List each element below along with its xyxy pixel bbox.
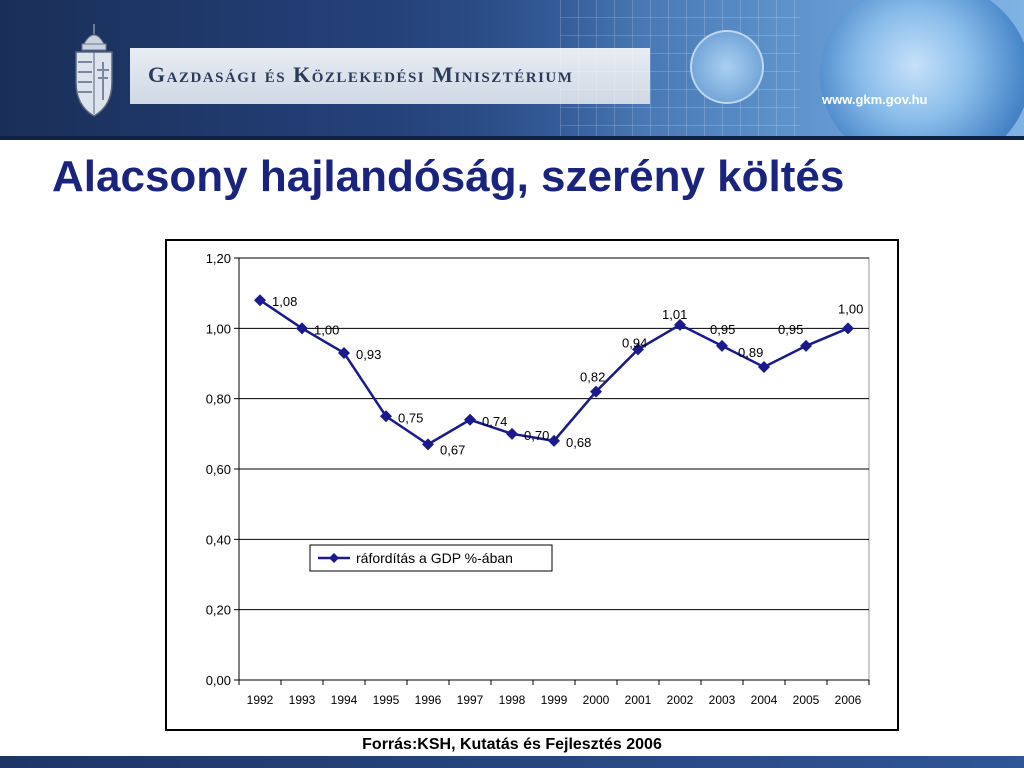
x-tick-label: 1996 bbox=[415, 693, 442, 707]
data-label: 0,82 bbox=[580, 370, 605, 385]
y-tick-label: 0,60 bbox=[206, 462, 231, 477]
data-point bbox=[674, 318, 686, 331]
data-point bbox=[716, 339, 728, 352]
data-label: 0,95 bbox=[778, 322, 803, 337]
data-label: 0,93 bbox=[356, 347, 381, 362]
x-tick-label: 2001 bbox=[625, 693, 652, 707]
slide-title: Alacsony hajlandóság, szerény költés bbox=[52, 152, 845, 201]
x-tick-label: 1993 bbox=[289, 693, 316, 707]
banner-bottom-line bbox=[0, 136, 1024, 140]
data-point bbox=[296, 322, 308, 335]
header-banner bbox=[0, 0, 1024, 140]
data-label: 1,08 bbox=[272, 294, 297, 309]
data-label: 0,94 bbox=[622, 335, 647, 350]
legend-marker bbox=[329, 553, 339, 563]
x-tick-label: 1998 bbox=[499, 693, 526, 707]
source-note: Forrás:KSH, Kutatás és Fejlesztés 2006 bbox=[362, 736, 662, 753]
data-point bbox=[758, 361, 770, 374]
data-point bbox=[506, 427, 518, 440]
data-label: 1,01 bbox=[662, 307, 687, 322]
x-tick-label: 2000 bbox=[583, 693, 610, 707]
data-point bbox=[380, 410, 392, 423]
website-url[interactable]: www.gkm.gov.hu bbox=[822, 92, 928, 107]
data-point bbox=[548, 434, 560, 447]
y-tick-label: 1,20 bbox=[206, 251, 231, 266]
data-point bbox=[590, 385, 602, 398]
y-tick-label: 0,00 bbox=[206, 673, 231, 688]
data-point bbox=[254, 294, 266, 307]
x-tick-label: 1995 bbox=[373, 693, 400, 707]
footer-bar bbox=[0, 756, 1024, 768]
ministry-plate bbox=[130, 48, 650, 104]
data-point bbox=[800, 339, 812, 352]
line-chart: 0,00 0,20 0,40 0,60 0,80 1,00 1,20 1992 1993 1994… bbox=[206, 251, 870, 707]
data-point bbox=[842, 322, 854, 335]
x-tick-label: 2003 bbox=[709, 693, 736, 707]
data-label: 1,00 bbox=[314, 322, 339, 337]
data-label: 0,75 bbox=[398, 410, 423, 425]
x-tick-label: 1992 bbox=[247, 693, 274, 707]
y-tick-label: 0,20 bbox=[206, 603, 231, 618]
y-tick-label: 0,80 bbox=[206, 392, 231, 407]
legend-label: ráfordítás a GDP %-ában bbox=[356, 550, 513, 566]
data-label: 0,95 bbox=[710, 322, 735, 337]
x-tick-label: 2005 bbox=[793, 693, 820, 707]
globe-icon bbox=[820, 0, 1024, 140]
data-point bbox=[338, 346, 350, 359]
x-tick-label: 1994 bbox=[331, 693, 358, 707]
small-globe-icon bbox=[690, 30, 764, 104]
banner-grid-pattern bbox=[560, 0, 800, 140]
ministry-name: Gazdasági és Közlekedési Minisztérium bbox=[148, 62, 574, 87]
data-label: 0,68 bbox=[566, 435, 591, 450]
x-tick-label: 2002 bbox=[667, 693, 694, 707]
data-label: 0,74 bbox=[482, 414, 507, 429]
data-point bbox=[422, 438, 434, 451]
legend-box bbox=[309, 544, 553, 572]
chart-frame: 0,00 0,20 0,40 0,60 0,80 1,00 1,20 1992 1993 1994… bbox=[165, 239, 899, 731]
data-point bbox=[632, 343, 644, 356]
data-label: 0,67 bbox=[440, 442, 465, 457]
y-tick-label: 0,40 bbox=[206, 532, 231, 547]
data-label: 0,89 bbox=[738, 345, 763, 360]
y-tick-label: 1,00 bbox=[206, 321, 231, 336]
data-label: 1,00 bbox=[838, 301, 863, 316]
data-label: 0,70 bbox=[524, 428, 549, 443]
data-point bbox=[464, 413, 476, 426]
hungarian-coat-of-arms-icon bbox=[75, 24, 113, 117]
x-tick-label: 2006 bbox=[835, 693, 862, 707]
x-tick-label: 2004 bbox=[751, 693, 778, 707]
x-tick-label: 1997 bbox=[457, 693, 484, 707]
x-tick-label: 1999 bbox=[541, 693, 568, 707]
